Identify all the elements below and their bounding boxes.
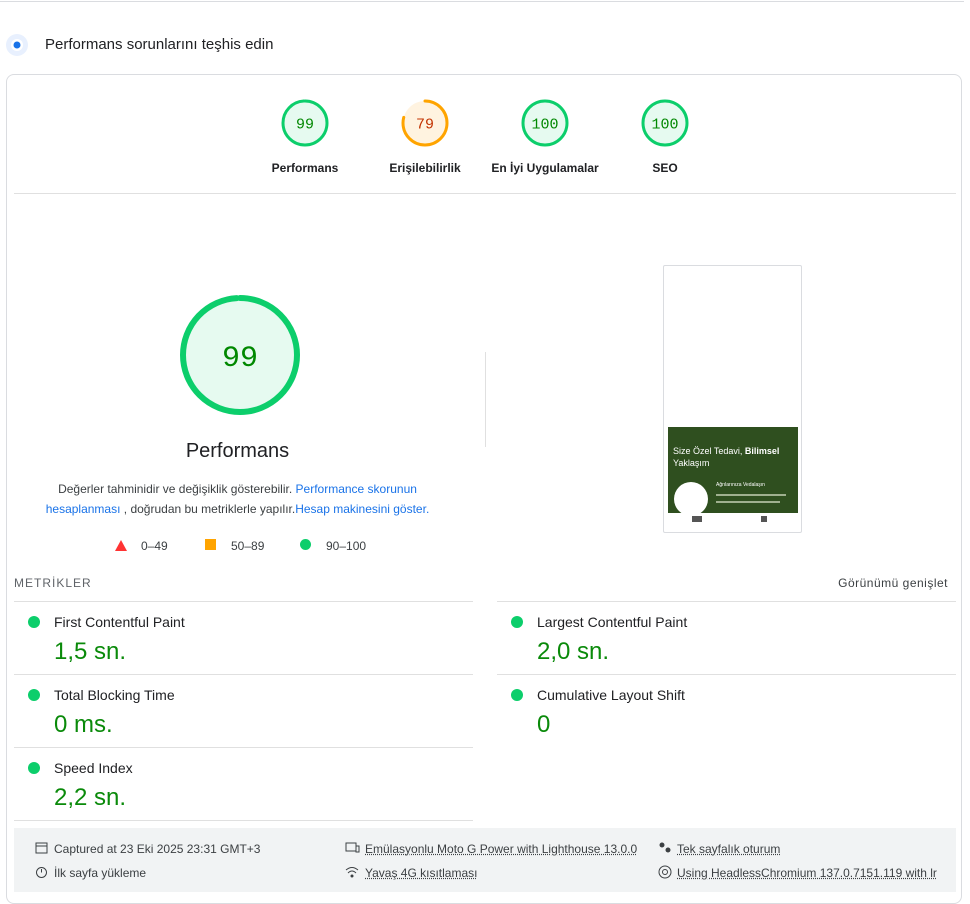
gauge-score: 99 xyxy=(222,342,258,376)
divider xyxy=(497,674,956,675)
note-text: , doğrudan bu metriklerle yapılır. xyxy=(124,502,295,516)
metric-value: 1,5 sn. xyxy=(54,638,126,666)
info-text: Yavaş 4G kısıtlaması xyxy=(365,866,477,880)
run-info: Captured at 23 Eki 2025 23:31 GMT+3 İlk … xyxy=(14,828,956,892)
metric-name: Largest Contentful Paint xyxy=(537,614,687,630)
nav-icon xyxy=(761,516,767,522)
main-label: Performans xyxy=(0,440,475,463)
status-dot xyxy=(28,616,40,628)
gauge-score: 100 xyxy=(531,116,558,133)
hero-text: Yaklaşım xyxy=(673,458,709,468)
gauge-label: Performans xyxy=(240,161,370,175)
score-gauge: 99 xyxy=(177,292,303,418)
score-gauge: 99 xyxy=(280,98,330,148)
score-gauge: 100 xyxy=(640,98,690,148)
calendar-icon xyxy=(35,841,48,854)
legend-pass-icon xyxy=(300,539,311,550)
legend-text: 50–89 xyxy=(231,539,264,553)
divider xyxy=(14,601,473,602)
gauge-score: 99 xyxy=(296,116,314,133)
metric-name: Cumulative Layout Shift xyxy=(537,687,685,703)
timer-icon xyxy=(35,865,48,878)
divider xyxy=(14,674,473,675)
hero-heading: Size Özel Tedavi, Bilimsel Yaklaşım xyxy=(673,445,793,469)
divider xyxy=(0,1,964,2)
metric-name: Total Blocking Time xyxy=(54,687,175,703)
score-note: Değerler tahminidir ve değişiklik göster… xyxy=(40,479,435,519)
score-gauge: 100 xyxy=(520,98,570,148)
legend-average-icon xyxy=(205,539,216,550)
gauge-label: Erişilebilirlik xyxy=(360,161,490,175)
metric-name: Speed Index xyxy=(54,760,133,776)
legend-text: 0–49 xyxy=(141,539,168,553)
header-icon xyxy=(5,33,29,57)
nav-icon xyxy=(692,516,702,522)
metrics-title: METRİKLER xyxy=(14,576,92,590)
network-icon xyxy=(345,865,360,878)
info-text: Using HeadlessChromium 137.0.7151.119 wi… xyxy=(677,866,939,880)
gauge-label: En İyi Uygulamalar xyxy=(480,161,610,175)
logo xyxy=(674,482,708,516)
gauge-label: SEO xyxy=(600,161,730,175)
status-dot xyxy=(28,689,40,701)
gauge-score: 79 xyxy=(416,116,434,133)
metric-value: 2,2 sn. xyxy=(54,784,126,812)
legend-fail-icon xyxy=(114,539,128,553)
expand-toggle[interactable]: Görünümü genişlet xyxy=(838,576,948,590)
hero-text: Bilimsel xyxy=(745,446,780,456)
status-dot xyxy=(511,616,523,628)
status-dot xyxy=(511,689,523,701)
hero-line xyxy=(716,494,786,496)
score-gauge: 79 xyxy=(400,98,450,148)
legend-text: 90–100 xyxy=(326,539,366,553)
note-text: Değerler tahminidir ve değişiklik göster… xyxy=(58,482,292,496)
info-text: Tek sayfalık oturum xyxy=(677,842,780,856)
status-dot xyxy=(28,762,40,774)
calculator-link[interactable]: Hesap makinesini göster. xyxy=(295,502,429,516)
hero-text: Size Özel Tedavi, xyxy=(673,446,742,456)
session-icon xyxy=(658,841,672,854)
divider xyxy=(14,747,473,748)
metric-value: 0 xyxy=(537,711,550,739)
info-text: Captured at 23 Eki 2025 23:31 GMT+3 xyxy=(54,842,260,856)
metric-value: 2,0 sn. xyxy=(537,638,609,666)
info-text: Emülasyonlu Moto G Power with Lighthouse… xyxy=(365,842,637,856)
page-screenshot: Size Özel Tedavi, Bilimsel Yaklaşım Ağrı… xyxy=(663,265,802,533)
divider xyxy=(485,352,486,447)
divider xyxy=(497,601,956,602)
metric-name: First Contentful Paint xyxy=(54,614,185,630)
hero-line xyxy=(716,501,780,503)
section-title: Performans sorunlarını teşhis edin xyxy=(45,36,273,53)
gauge-score: 100 xyxy=(651,116,678,133)
device-icon xyxy=(345,841,360,854)
metric-value: 0 ms. xyxy=(54,711,113,739)
browser-icon xyxy=(658,865,672,879)
info-text: İlk sayfa yükleme xyxy=(54,866,146,880)
divider xyxy=(14,193,956,194)
hero-sub: Ağrılarınıza Vedalaşın xyxy=(716,482,765,488)
divider xyxy=(14,820,473,821)
